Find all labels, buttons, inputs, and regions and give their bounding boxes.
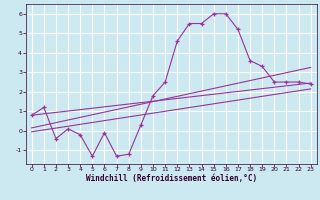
X-axis label: Windchill (Refroidissement éolien,°C): Windchill (Refroidissement éolien,°C): [86, 174, 257, 183]
